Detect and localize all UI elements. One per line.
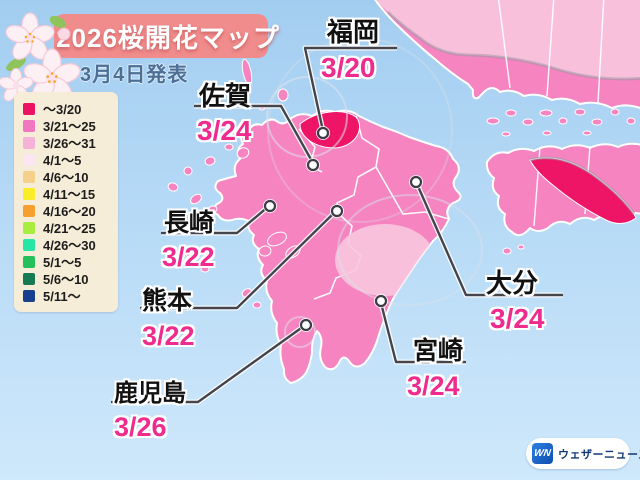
connector-fukuoka <box>303 46 397 132</box>
legend-label: 4/6～10 <box>43 170 89 185</box>
city-name: 宮崎 <box>413 337 464 365</box>
region-honshu-late-overlay <box>376 0 640 79</box>
marker-dot-saga <box>306 158 320 172</box>
legend-item: 3/26～31 <box>23 134 109 151</box>
city-label-saga: 佐賀 3/24 <box>197 76 252 147</box>
connector-kumamoto <box>140 210 337 310</box>
legend-swatch <box>23 289 35 302</box>
announce-date: 3月4日発表 <box>80 64 189 86</box>
weathernews-logo: WN ウェザーニュース <box>526 438 640 469</box>
city-date: 3/22 <box>162 242 215 272</box>
region-kyushu-late-overlay <box>335 224 435 296</box>
prefecture-borders-honshu <box>497 0 605 104</box>
city-name: 長崎 <box>164 209 215 237</box>
legend-label: 3/21～25 <box>43 119 96 134</box>
legend-label: 4/16～20 <box>43 204 96 219</box>
marker-dot-oita <box>409 175 423 189</box>
marker-dot-nagasaki <box>263 199 277 213</box>
legend-label: 4/11～15 <box>43 187 96 202</box>
city-date: 3/22 <box>142 321 195 351</box>
marker-dot-miyazaki <box>374 294 388 308</box>
city-date: 3/24 <box>197 115 252 146</box>
weathernews-mark-icon: WN <box>532 443 553 464</box>
legend-item: 5/6～10 <box>23 270 109 287</box>
legend-item: 4/21～25 <box>23 219 109 236</box>
legend-item: 4/26～30 <box>23 236 109 253</box>
legend-swatch <box>23 238 35 251</box>
city-date: 3/24 <box>490 303 545 334</box>
city-name: 福岡 <box>327 17 380 47</box>
legend-item: 3/21～25 <box>23 117 109 134</box>
connector-oita <box>415 183 563 297</box>
city-label-fukuoka: 福岡 3/20 <box>321 12 380 84</box>
legend-item: 5/1～5 <box>23 253 109 270</box>
legend-label: 4/26～30 <box>43 238 96 253</box>
connector-miyazaki <box>379 302 466 364</box>
legend-panel: ～3/20 3/21～25 3/26～31 4/1～5 4/6～10 4/11～… <box>14 92 118 312</box>
legend-label: 4/21～25 <box>43 221 96 236</box>
city-date: 3/20 <box>321 52 376 83</box>
marker-dot-kumamoto <box>330 204 344 218</box>
legend-swatch <box>23 119 35 132</box>
legend-label: 5/6～10 <box>43 272 89 287</box>
legend-label: 5/11～ <box>43 289 81 304</box>
city-name: 大分 <box>486 268 539 298</box>
highlight-rings <box>266 37 483 348</box>
legend-item: 4/11～15 <box>23 185 109 202</box>
legend-swatch <box>23 221 35 234</box>
legend-item: 4/6～10 <box>23 168 109 185</box>
legend-swatch <box>23 170 35 183</box>
legend-label: 3/26～31 <box>43 136 96 151</box>
marker-dot-kagoshima <box>299 318 313 332</box>
city-label-miyazaki: 宮崎 3/24 <box>407 331 464 402</box>
city-label-oita: 大分 3/24 <box>486 263 545 335</box>
connector-kagoshima <box>111 325 305 404</box>
legend-swatch <box>23 136 35 149</box>
marker-dot-fukuoka <box>316 126 330 140</box>
city-label-kagoshima: 鹿児島 3/26 <box>114 373 186 443</box>
legend-label: ～3/20 <box>43 102 82 117</box>
legend-item: 5/11～ <box>23 287 109 304</box>
connector-saga <box>194 104 315 164</box>
legend-swatch <box>23 102 35 115</box>
city-name: 佐賀 <box>199 81 252 111</box>
front-boundary-shikoku <box>529 156 636 215</box>
legend-label: 5/1～5 <box>43 255 82 270</box>
city-name: 鹿児島 <box>114 380 186 407</box>
connector-nagasaki <box>161 205 270 235</box>
islands <box>167 58 636 309</box>
region-fukuoka-early <box>299 111 361 149</box>
title-banner: 2026桜開花マップ <box>54 14 279 58</box>
legend-swatch <box>23 204 35 217</box>
city-label-kumamoto: 熊本 3/22 <box>142 281 195 352</box>
city-name: 熊本 <box>142 287 193 315</box>
legend-item: ～3/20 <box>23 100 109 117</box>
legend-item: 4/1～5 <box>23 151 109 168</box>
legend-label: 4/1～5 <box>43 153 82 168</box>
front-boundary-honshu <box>386 10 640 81</box>
logo-mark-text: WN <box>533 448 552 459</box>
page-title: 2026桜開花マップ <box>56 22 280 53</box>
city-date: 3/26 <box>114 412 167 442</box>
city-markers <box>263 126 423 332</box>
legend-swatch <box>23 153 35 166</box>
city-date: 3/24 <box>407 371 460 401</box>
legend-swatch <box>23 187 35 200</box>
legend-item: 4/16～20 <box>23 202 109 219</box>
city-label-nagasaki: 長崎 3/22 <box>162 203 215 273</box>
legend-swatch <box>23 272 35 285</box>
connector-lines <box>111 46 563 404</box>
logo-text: ウェザーニュース <box>558 448 640 461</box>
legend-swatch <box>23 255 35 268</box>
